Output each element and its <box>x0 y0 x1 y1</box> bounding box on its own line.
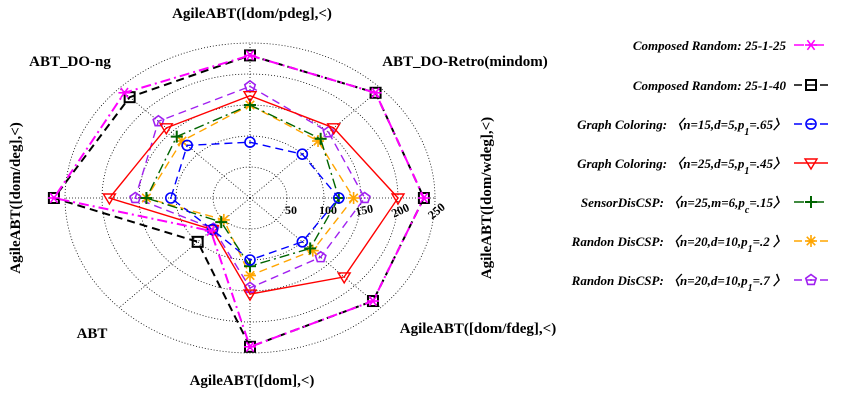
marker-pentagon <box>152 114 165 127</box>
marker-circle-dot <box>249 141 251 144</box>
marker-triangle <box>102 193 117 206</box>
marker-pentagon-dot <box>134 197 137 199</box>
marker-star <box>206 225 215 237</box>
legend-label: Graph Coloring: 〈n=15,d=5,p1=.65〉 <box>577 117 786 138</box>
axis-label: ABT_DO-Retro(mindom) <box>382 54 548 70</box>
axis-labels: AgileABT([dom/pdeg],<) ABT_DO-Retro(mindo… <box>8 6 556 389</box>
radial-tick-label: 50 <box>285 203 297 217</box>
marker-pentagon-dot <box>249 286 251 289</box>
axis-label: ABT <box>77 326 108 342</box>
marker-circle <box>165 192 177 204</box>
legend-label: Graph Coloring: 〈n=25,d=5,p1=.45〉 <box>577 156 786 177</box>
marker-star <box>49 192 59 204</box>
radial-tick-label: 200 <box>389 200 411 220</box>
radial-tick-label: 150 <box>354 201 375 218</box>
marker-star <box>245 341 255 353</box>
axis-label: AgileABT([dom/deg],<) <box>8 122 24 273</box>
marker-circle-dot <box>810 123 812 125</box>
marker-pentagon <box>358 191 371 204</box>
axis-label: AgileABT([dom/pdeg],<) <box>172 6 332 22</box>
marker-circle-dot <box>301 153 304 156</box>
grid-spoke <box>118 197 251 308</box>
marker-star <box>371 87 380 99</box>
marker-triangle <box>390 193 406 206</box>
marker-pentagon-dot <box>319 256 322 259</box>
marker-pentagon <box>804 273 818 286</box>
legend-entry: Graph Coloring: 〈n=25,d=5,p1=.45〉 <box>577 156 828 177</box>
marker-triangle <box>242 289 258 302</box>
marker-circle <box>296 148 309 160</box>
marker-triangle <box>336 272 352 285</box>
marker-pentagon <box>243 79 257 92</box>
legend-entry: Composed Random: 25-1-40 <box>633 78 828 93</box>
legend-label: Randon DisCSP: 〈n=20,d=10,p1=.7 〉 <box>571 273 786 294</box>
series-2 <box>165 136 345 266</box>
marker-pentagon-dot <box>327 131 330 134</box>
legend-entry: Composed Random: 25-1-25 <box>633 38 828 53</box>
marker-triangle <box>159 123 174 136</box>
marker-circle-dot <box>249 259 251 261</box>
series-line <box>145 104 340 268</box>
marker-circle-dot <box>337 197 340 199</box>
series-line <box>108 94 399 295</box>
marker-circle <box>244 254 256 266</box>
marker-circle-dot <box>169 197 172 199</box>
legend: Composed Random: 25-1-25 Composed Random:… <box>571 38 828 294</box>
axis-label: AgileABT([dom],<) <box>190 373 315 389</box>
marker-triangle <box>326 123 341 136</box>
marker-circle-dot <box>186 144 189 147</box>
marker-circle <box>805 118 817 130</box>
grid-ring <box>64 42 436 354</box>
marker-asterisk <box>245 270 255 281</box>
marker-circle <box>332 192 345 204</box>
marker-asterisk <box>806 236 816 246</box>
marker-circle <box>296 236 309 248</box>
legend-entry: Randon DisCSP: 〈n=20,d=10,p1=.2 〉 <box>571 234 828 255</box>
marker-pentagon <box>129 191 142 204</box>
marker-circle-dot <box>301 240 304 243</box>
marker-asterisk <box>348 193 359 203</box>
legend-label: SensorDisCSP: 〈n=25,m=6,pc=.15〉 <box>581 195 786 216</box>
marker-star <box>245 50 255 61</box>
legend-entry: Randon DisCSP: 〈n=20,d=10,p1=.7 〉 <box>571 273 828 294</box>
marker-square <box>805 79 817 91</box>
marker-pentagon-dot <box>363 197 366 199</box>
marker-circle <box>181 139 194 152</box>
legend-label: Composed Random: 25-1-40 <box>633 78 787 93</box>
marker-pentagon-dot <box>157 120 160 123</box>
radar-grid <box>64 42 436 354</box>
marker-circle <box>206 223 219 236</box>
marker-star <box>120 87 129 99</box>
axis-label: AgileABT([dom/fdeg],<) <box>400 321 556 337</box>
marker-triangle <box>242 90 258 104</box>
legend-entry: Graph Coloring: 〈n=15,d=5,p1=.65〉 <box>577 117 828 138</box>
marker-star <box>806 39 816 51</box>
marker-asterisk <box>177 136 187 146</box>
marker-triangle <box>803 158 819 171</box>
legend-label: Composed Random: 25-1-25 <box>633 38 787 53</box>
marker-pentagon-dot <box>249 85 251 88</box>
marker-pentagon <box>322 125 335 138</box>
series-group <box>47 49 430 353</box>
axis-label: AgileABT([dom/wdeg],<) <box>479 117 495 279</box>
legend-entry: SensorDisCSP: 〈n=25,m=6,pc=.15〉 <box>581 195 828 216</box>
legend-label: Randon DisCSP: 〈n=20,d=10,p1=.2 〉 <box>571 234 786 255</box>
marker-square <box>191 235 204 248</box>
series-line <box>169 141 340 261</box>
series-0 <box>47 50 430 353</box>
marker-star <box>368 295 378 307</box>
marker-pentagon-dot <box>810 279 812 281</box>
marker-star <box>419 192 429 204</box>
series-4 <box>140 99 345 273</box>
axis-label: ABT_DO-ng <box>29 54 111 70</box>
marker-circle <box>244 136 256 148</box>
series-line <box>52 54 426 349</box>
